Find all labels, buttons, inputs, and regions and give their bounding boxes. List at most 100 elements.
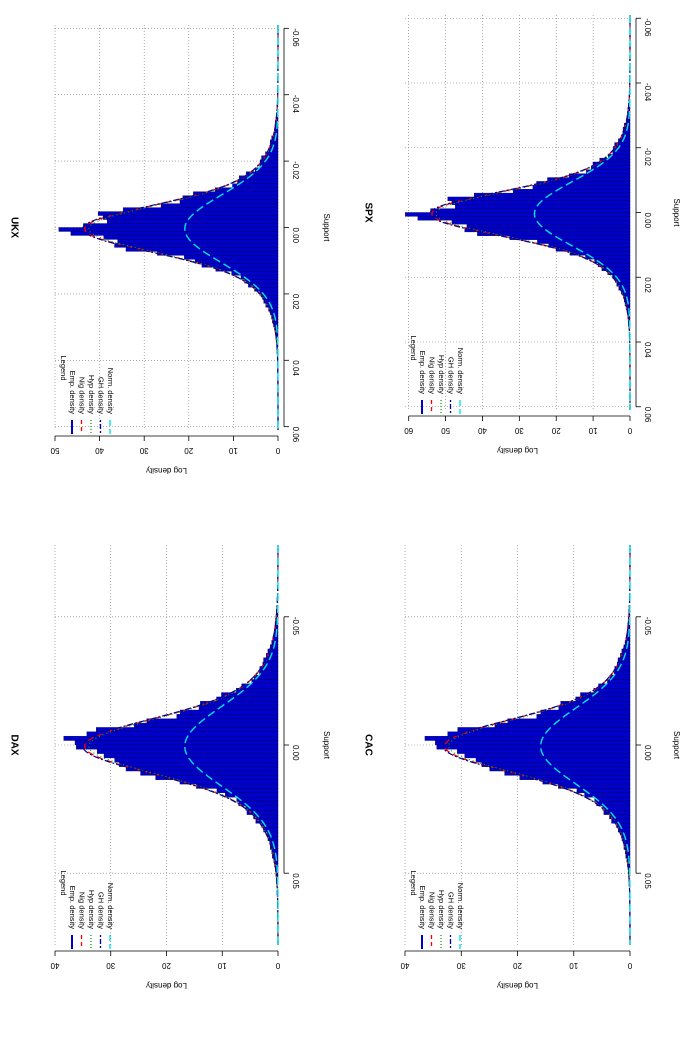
legend-label: Norm. density: [106, 368, 115, 415]
histogram-bar: [436, 744, 631, 750]
legend-label: Nig density: [78, 377, 87, 414]
legend-label: Nig density: [78, 892, 87, 929]
x-tick-label: 0.00: [291, 745, 300, 761]
x-tick-label: 0.04: [643, 342, 652, 358]
x-tick-label: 0.04: [291, 360, 300, 376]
histogram-bar: [103, 235, 279, 240]
histogram-bar: [593, 688, 631, 693]
x-axis-label: Support: [672, 731, 681, 760]
legend-label: Nig density: [428, 357, 437, 394]
y-tick-label: 30: [139, 446, 148, 455]
panel-title: UKX: [8, 217, 19, 238]
histogram-bar: [179, 779, 279, 785]
y-tick-label: 20: [162, 961, 171, 970]
x-tick-label: -0.04: [643, 83, 652, 102]
histogram-bar: [215, 187, 279, 192]
histogram-bar: [536, 181, 631, 186]
y-tick-label: 40: [400, 961, 409, 970]
histogram-bar: [548, 243, 631, 248]
panel-ukx: -0.06 -0.04 -0.02 0.00 0.02 0.04 0.06 0 10 20 30 40…: [8, 25, 331, 475]
norm-density-curve: [539, 545, 631, 945]
x-tick-label: 0.06: [291, 427, 300, 443]
histogram-bar: [621, 831, 631, 837]
histogram-bar: [259, 163, 279, 168]
legend-label: Emp. density: [68, 371, 77, 415]
y-axis-label: Log density: [497, 446, 538, 455]
histogram-bar: [509, 235, 631, 240]
histogram-bar: [466, 223, 631, 229]
y-tick-label: 10: [569, 961, 578, 970]
histogram-bar: [215, 267, 279, 272]
y-axis-label: Log density: [146, 466, 187, 475]
nig-density-curve: [84, 545, 279, 946]
histogram-bar: [125, 766, 279, 772]
histogram-bar: [259, 670, 279, 676]
x-tick-label: 0.05: [643, 873, 652, 889]
y-tick-label: 20: [513, 961, 522, 970]
histogram-bar: [119, 762, 279, 767]
histogram-bar: [76, 744, 279, 750]
x-axis-label: Support: [322, 731, 331, 760]
histogram-bar: [455, 204, 631, 209]
norm-density-curve: [184, 25, 279, 430]
y-tick-label: 10: [217, 961, 226, 970]
histogram-bar: [457, 749, 631, 754]
norm-density-curve: [533, 15, 631, 410]
histogram-bar: [216, 696, 279, 702]
histogram-bar: [405, 212, 631, 217]
norm-density-curve: [184, 545, 279, 945]
legend-title: Legend: [59, 355, 68, 380]
histogram-bar: [103, 753, 279, 759]
legend-label: Hyp density: [87, 890, 96, 929]
histogram-bar: [558, 783, 631, 789]
histogram-bar: [464, 753, 631, 759]
histogram-bar: [494, 722, 631, 728]
histogram-bar: [236, 797, 279, 802]
gh-density-curve: [82, 545, 279, 946]
x-tick-label: 0.00: [291, 228, 300, 244]
histogram-bar: [540, 709, 631, 715]
legend-label: Norm. density: [106, 883, 115, 930]
histogram-bar: [507, 718, 631, 724]
histogram-bar: [513, 189, 631, 194]
y-tick-label: 0: [627, 961, 632, 970]
y-tick-label: 30: [456, 961, 465, 970]
histogram-bar: [196, 783, 279, 789]
legend-label: Hyp density: [437, 890, 446, 929]
y-tick-label: 50: [441, 426, 450, 435]
legend-label: GH density: [447, 357, 456, 394]
panel-title: CAC: [362, 734, 373, 756]
panel-title: DAX: [8, 734, 19, 755]
y-tick-label: 20: [184, 446, 193, 455]
y-axis-label: Log density: [146, 981, 187, 990]
histogram-bar: [532, 185, 631, 190]
histogram-bar: [435, 740, 631, 746]
histogram-bar: [447, 731, 631, 737]
histogram-bar: [575, 696, 631, 702]
y-tick-label: 0: [627, 426, 632, 435]
histogram-bar: [221, 692, 279, 698]
histogram-bar: [194, 259, 279, 264]
histogram-bar: [268, 147, 279, 152]
histogram-bar: [569, 173, 631, 178]
panel-dax: -0.05 0.00 0.05 0 10 20 30 40 DAX Support Log dens…: [8, 545, 331, 990]
histogram-bar: [134, 722, 279, 728]
histogram-bar: [74, 740, 279, 746]
y-tick-label: 20: [551, 426, 560, 435]
x-tick-label: 0.00: [643, 745, 652, 761]
legend-label: GH density: [447, 892, 456, 929]
legend-label: Emp. density: [418, 886, 427, 930]
y-tick-label: 30: [514, 426, 523, 435]
histogram-bar: [430, 208, 631, 213]
histogram-bar: [251, 679, 279, 685]
histogram-bar: [182, 195, 279, 200]
histogram-bar: [86, 731, 279, 737]
histogram-bar: [83, 223, 279, 228]
legend-title: Legend: [59, 870, 68, 895]
histogram-bar: [225, 792, 279, 798]
legend-label: Hyp density: [437, 355, 446, 394]
x-tick-label: -0.02: [643, 148, 652, 167]
histogram-bar: [107, 219, 279, 224]
